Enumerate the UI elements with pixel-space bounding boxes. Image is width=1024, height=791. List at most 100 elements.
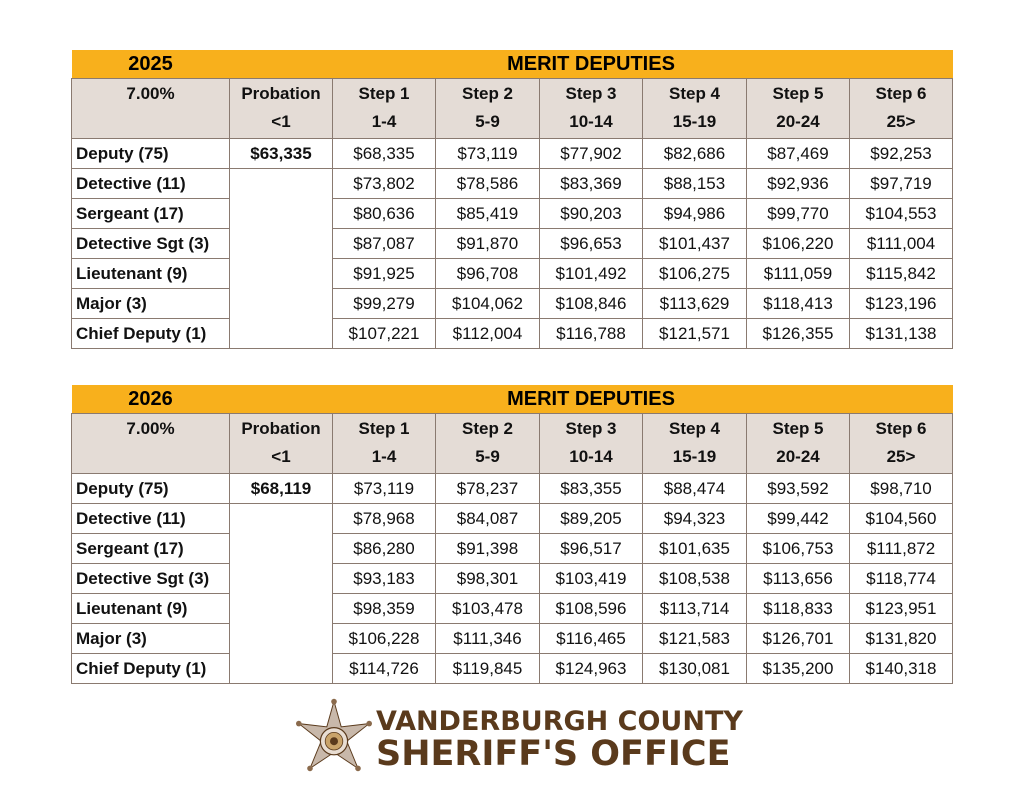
step-6-salary: $111,004 [848, 228, 954, 259]
step-4-salary: $106,275 [642, 258, 747, 289]
step-5-salary: $99,442 [746, 503, 850, 534]
header-bottom: 10-14 [569, 112, 613, 131]
header-bottom: 20-24 [776, 447, 820, 466]
step-3-salary: $90,203 [539, 198, 643, 229]
step-4-salary: $121,571 [642, 318, 747, 349]
rank-label: Chief Deputy (1) [71, 318, 230, 349]
header-probation: Probation <1 [229, 78, 333, 139]
rank-label: Detective (11) [71, 503, 230, 534]
rank-label: Major (3) [71, 623, 230, 654]
table-row: Chief Deputy (1) $107,221 $112,004 $116,788… [71, 318, 954, 349]
step-3-salary: $96,517 [539, 533, 643, 564]
header-top: Step 6 [875, 419, 927, 438]
step-1-salary: $99,279 [332, 288, 436, 319]
step-2-salary: $104,062 [435, 288, 540, 319]
rank-label: Detective Sgt (3) [71, 228, 230, 259]
probation-empty-cell [229, 653, 333, 684]
header-step-6: Step 6 25> [848, 78, 954, 139]
step-5-salary: $111,059 [746, 258, 850, 289]
step-1-salary: $87,087 [332, 228, 436, 259]
header-bottom: 5-9 [475, 112, 500, 131]
sheriff-office-logo: VANDERBURGH COUNTY SHERIFF'S OFFICE [294, 698, 743, 778]
step-6-salary: $131,820 [848, 623, 954, 654]
step-6-salary: $123,196 [848, 288, 954, 319]
header-step-3: Step 3 10-14 [539, 78, 643, 139]
step-6-salary: $118,774 [848, 563, 954, 594]
step-5-salary: $106,220 [746, 228, 850, 259]
table-body: Deputy (75) $68,119 $73,119 $78,237 $83,355 $… [71, 473, 954, 684]
table-row: Deputy (75) $63,335 $68,335 $73,119 $77,902 $… [71, 138, 954, 169]
rank-label: Sergeant (17) [71, 198, 230, 229]
probation-empty-cell [229, 168, 333, 199]
step-4-salary: $121,583 [642, 623, 747, 654]
step-1-salary: $80,636 [332, 198, 436, 229]
step-3-salary: $89,205 [539, 503, 643, 534]
table-row: Detective Sgt (3) $93,183 $98,301 $103,419 $… [71, 563, 954, 594]
step-4-salary: $113,714 [642, 593, 747, 624]
step-3-salary: $103,419 [539, 563, 643, 594]
step-4-salary: $108,538 [642, 563, 747, 594]
rank-label: Detective Sgt (3) [71, 563, 230, 594]
header-bottom: 15-19 [672, 447, 717, 466]
step-6-salary: $111,872 [848, 533, 954, 564]
header-step-3: Step 3 10-14 [539, 413, 643, 474]
step-1-salary: $93,183 [332, 563, 436, 594]
logo-text-county: VANDERBURGH COUNTY [376, 706, 743, 737]
step-2-salary: $98,301 [435, 563, 540, 594]
step-6-salary: $98,710 [848, 473, 954, 504]
header-step-5: Step 5 20-24 [746, 78, 850, 139]
header-step-1: Step 1 1-4 [332, 413, 436, 474]
step-1-salary: $73,802 [332, 168, 436, 199]
step-3-salary: $77,902 [539, 138, 643, 169]
table-year: 2026 [71, 385, 230, 414]
step-1-salary: $114,726 [332, 653, 436, 684]
step-6-salary: $115,842 [848, 258, 954, 289]
header-row: 7.00% Probation <1 Step 1 1-4 Step 2 5-9 St… [71, 78, 954, 139]
step-5-salary: $113,656 [746, 563, 850, 594]
rank-label: Major (3) [71, 288, 230, 319]
step-3-salary: $96,653 [539, 228, 643, 259]
step-1-salary: $73,119 [332, 473, 436, 504]
step-6-salary: $131,138 [848, 318, 954, 349]
step-2-salary: $78,586 [435, 168, 540, 199]
header-step-1: Step 1 1-4 [332, 78, 436, 139]
step-3-salary: $108,846 [539, 288, 643, 319]
sheriff-star-badge-icon [296, 698, 372, 772]
probation-salary: $63,335 [229, 138, 333, 169]
header-step-2: Step 2 5-9 [435, 78, 540, 139]
step-5-salary: $118,413 [746, 288, 850, 319]
step-4-salary: $88,474 [642, 473, 747, 504]
header-top: Step 5 [772, 84, 824, 103]
table-row: Major (3) $106,228 $111,346 $116,465 $121,58… [71, 623, 954, 654]
table-row: Lieutenant (9) $91,925 $96,708 $101,492 $106… [71, 258, 954, 289]
step-1-salary: $68,335 [332, 138, 436, 169]
pay-table-2026: 2026 MERIT DEPUTIES 7.00% Probation <1 St… [71, 385, 954, 684]
step-5-salary: $106,753 [746, 533, 850, 564]
rank-label: Lieutenant (9) [71, 258, 230, 289]
header-bottom: 20-24 [776, 112, 820, 131]
rank-label: Deputy (75) [71, 138, 230, 169]
step-4-salary: $88,153 [642, 168, 747, 199]
step-5-salary: $126,355 [746, 318, 850, 349]
rank-label: Sergeant (17) [71, 533, 230, 564]
table-row: Major (3) $99,279 $104,062 $108,846 $113,629… [71, 288, 954, 319]
header-step-6: Step 6 25> [848, 413, 954, 474]
header-bottom: <1 [271, 112, 291, 131]
step-4-salary: $113,629 [642, 288, 747, 319]
header-top: Probation [241, 84, 321, 103]
step-5-salary: $92,936 [746, 168, 850, 199]
step-3-salary: $83,355 [539, 473, 643, 504]
step-6-salary: $104,560 [848, 503, 954, 534]
step-5-salary: $99,770 [746, 198, 850, 229]
probation-empty-cell [229, 198, 333, 229]
header-row: 7.00% Probation <1 Step 1 1-4 Step 2 5-9 St… [71, 413, 954, 474]
table-row: Chief Deputy (1) $114,726 $119,845 $124,963… [71, 653, 954, 684]
step-6-salary: $104,553 [848, 198, 954, 229]
table-row: Detective (11) $73,802 $78,586 $83,369 $88,1… [71, 168, 954, 199]
step-5-salary: $118,833 [746, 593, 850, 624]
table-row: Detective Sgt (3) $87,087 $91,870 $96,653 $1… [71, 228, 954, 259]
probation-empty-cell [229, 258, 333, 289]
step-4-salary: $101,635 [642, 533, 747, 564]
step-2-salary: $119,845 [435, 653, 540, 684]
probation-empty-cell [229, 623, 333, 654]
